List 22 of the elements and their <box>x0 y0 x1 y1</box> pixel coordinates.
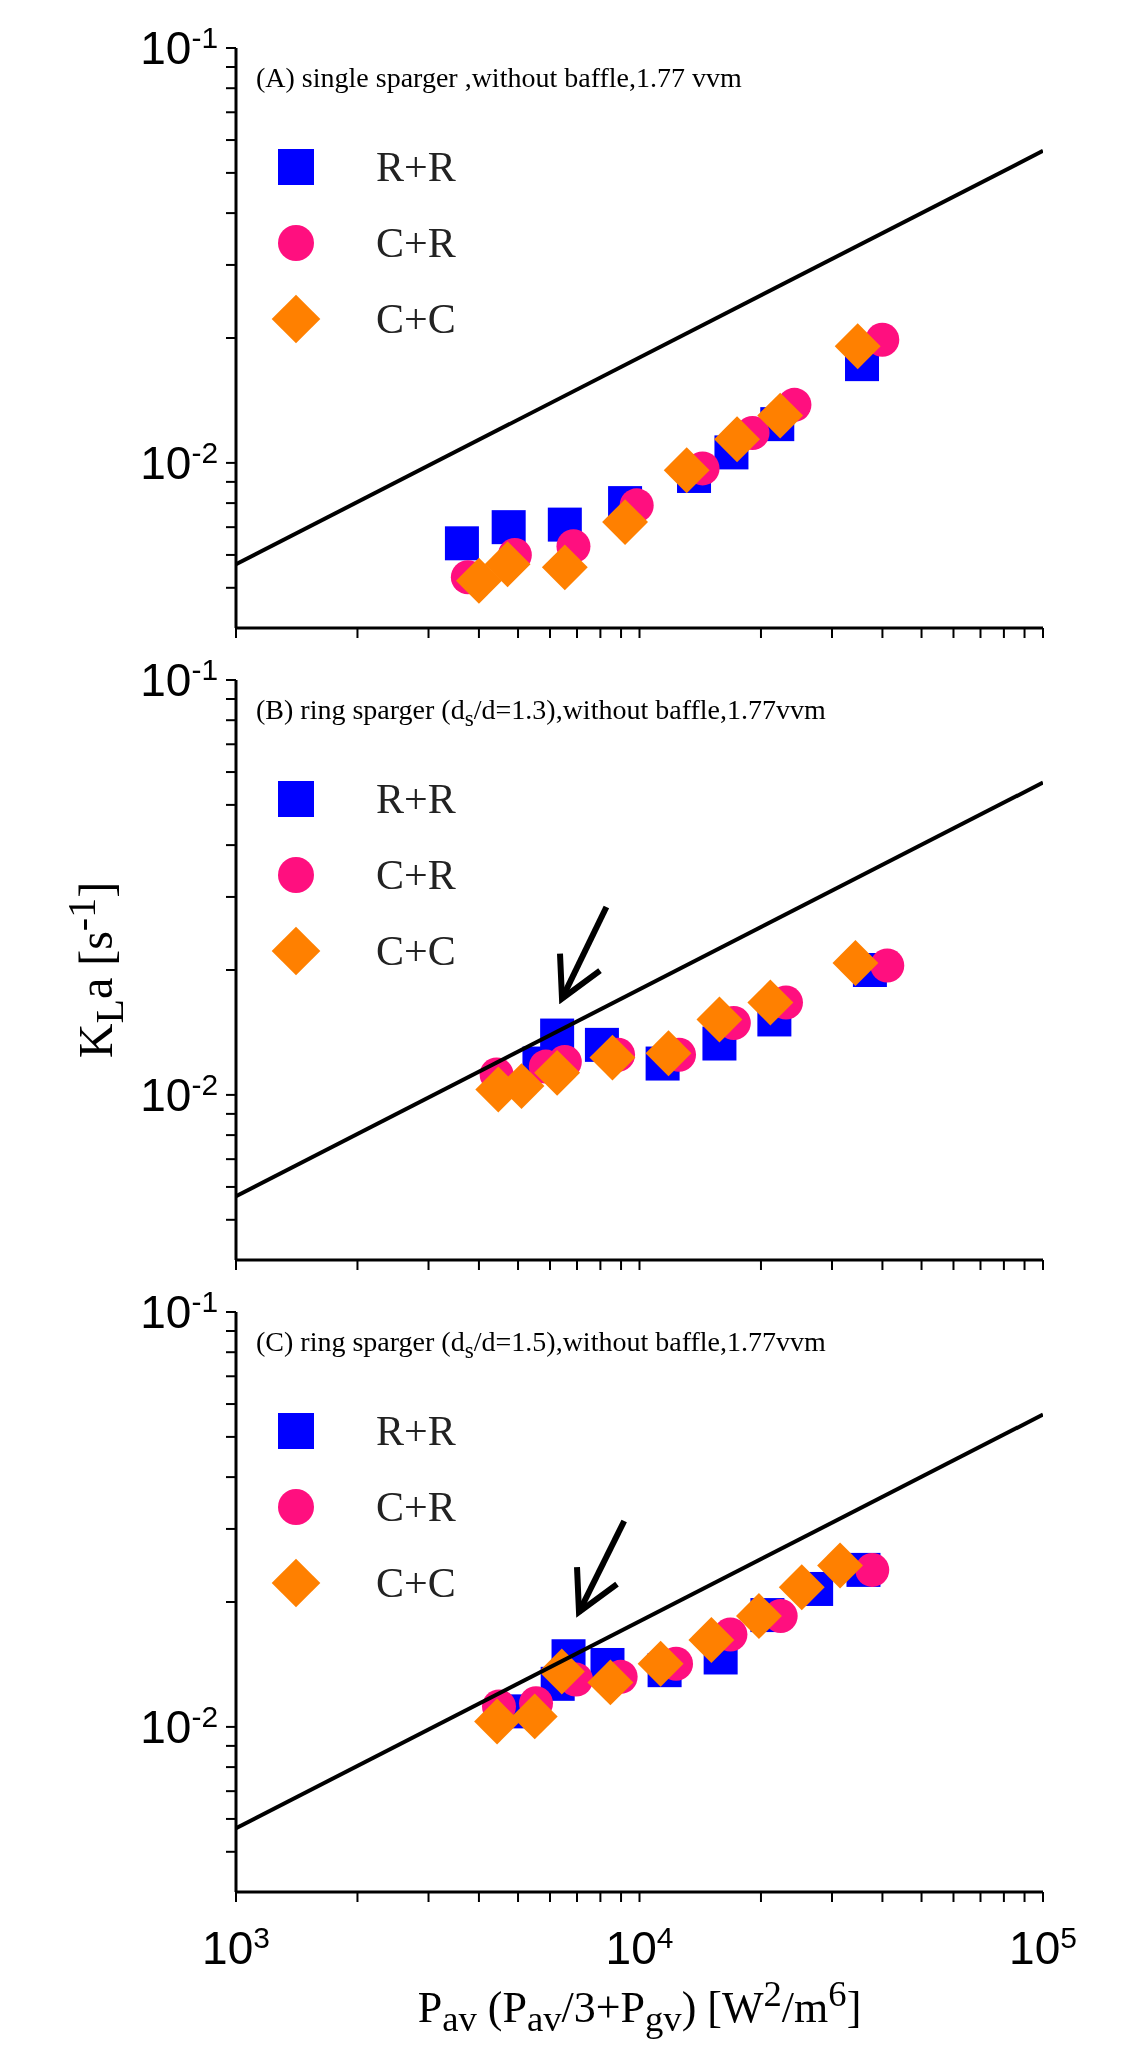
x-tick-label: 10$^{3}$ <box>202 1920 270 1974</box>
text: (C) ring sparger (d$_{s}$/d=1.5),without baffle,1.77vvm <box>256 1326 826 1364</box>
legend-label: C+R <box>376 851 456 900</box>
text: P$_{av}$ (P$_{av}$/3+P$_{gv}$) [W$^{2}$/m$^{6}$] <box>417 1973 862 2040</box>
y-tick-label: 10$^{-1}$ <box>140 1284 218 1338</box>
y-tick-label: 10$^{-2}$ <box>140 1067 218 1121</box>
text: (B) ring sparger (d$_{s}$/d=1.3),without baffle,1.77vvm <box>256 694 826 732</box>
legend-label: C+C <box>376 927 456 976</box>
x-tick-label: 10$^{4}$ <box>605 1920 674 1974</box>
text: (A) single sparger ,without baffle,1.77 vvm <box>256 62 742 94</box>
x-tick-label: 10$^{5}$ <box>1009 1920 1077 1974</box>
y-tick-label: 10$^{-2}$ <box>140 1699 218 1753</box>
legend-label: C+R <box>376 1483 456 1532</box>
y-tick-label: 10$^{-2}$ <box>140 435 218 489</box>
y-tick-label: 10$^{-1}$ <box>140 20 218 74</box>
legend-label: C+C <box>376 295 456 344</box>
legend-label: C+R <box>376 219 456 268</box>
legend-label: C+C <box>376 1559 456 1608</box>
legend-label: R+R <box>376 1407 456 1456</box>
legend-label: R+R <box>376 775 456 824</box>
y-tick-label: 10$^{-1}$ <box>140 652 218 706</box>
legend-label: R+R <box>376 143 456 192</box>
